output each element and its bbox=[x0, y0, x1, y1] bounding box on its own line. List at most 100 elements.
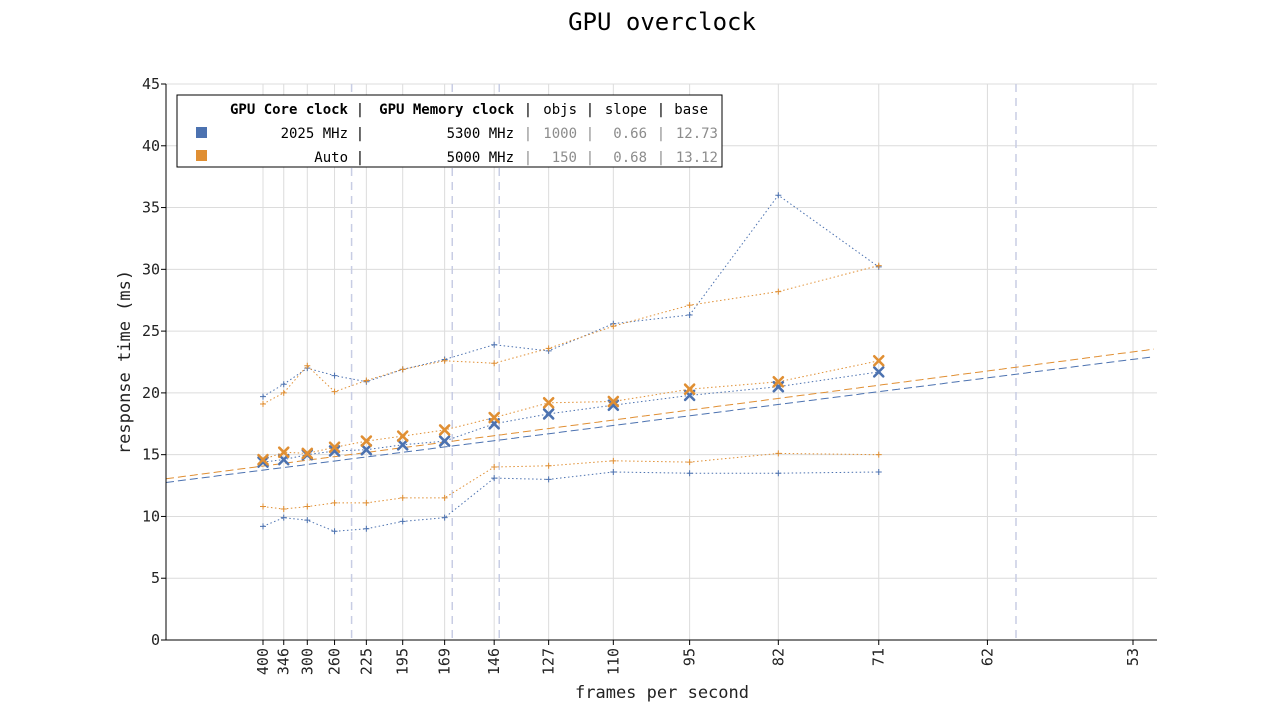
fit-line bbox=[165, 356, 1155, 483]
series-median-point bbox=[542, 408, 555, 420]
x-tick-label: 300 bbox=[298, 648, 316, 675]
y-axis-label: response time (ms) bbox=[115, 270, 135, 454]
legend-sep: | bbox=[586, 126, 594, 142]
legend-slope-auto: 0.68 bbox=[613, 150, 647, 166]
series-median-point bbox=[872, 366, 885, 378]
series-lower-point bbox=[280, 506, 287, 513]
series-median-line bbox=[262, 371, 879, 463]
series-lower-point bbox=[875, 468, 882, 475]
series-median-point bbox=[438, 435, 451, 447]
series-lower-point bbox=[686, 470, 693, 477]
legend-base-2025: 12.73 bbox=[676, 126, 718, 142]
legend: GPU Core clock | GPU Memory clock | objs… bbox=[176, 94, 723, 168]
legend-sep: | bbox=[524, 126, 532, 142]
series-upper-point bbox=[363, 377, 370, 384]
series-upper-point bbox=[491, 360, 498, 367]
series-median-point bbox=[328, 441, 341, 454]
series-lower-point bbox=[399, 494, 406, 501]
x-tick-label: 346 bbox=[275, 648, 293, 675]
series-lower-point bbox=[491, 475, 498, 482]
legend-memory-auto: 5000 MHz bbox=[447, 150, 514, 166]
series-lower-point bbox=[399, 518, 406, 525]
legend-sep: | bbox=[657, 102, 665, 118]
legend-header-objs: objs bbox=[543, 102, 577, 118]
series-lower-point bbox=[441, 514, 448, 521]
series-lower-point bbox=[260, 503, 266, 510]
x-tick-label: 195 bbox=[394, 648, 412, 675]
y-tick-label: 40 bbox=[142, 137, 160, 155]
series-median-point bbox=[257, 453, 269, 466]
series-median-point bbox=[772, 375, 785, 388]
series-median-point bbox=[396, 438, 409, 451]
series-median-point bbox=[328, 445, 341, 457]
series-upper-point bbox=[545, 345, 552, 352]
legend-box bbox=[176, 94, 723, 168]
series-lower-point bbox=[545, 476, 552, 483]
x-tick-labels: 400 346 300 260 225 195 169 146 127 110 95 82 71 62 53 bbox=[254, 648, 1142, 675]
series-upper-point bbox=[491, 341, 498, 348]
series-lower-line bbox=[262, 452, 879, 510]
series-upper-point bbox=[280, 381, 287, 388]
series-lower-point bbox=[686, 459, 693, 466]
reference-lines bbox=[350, 84, 1017, 640]
legend-header-base: base bbox=[674, 102, 708, 118]
series-upper-line bbox=[262, 194, 879, 398]
series-median-point bbox=[396, 430, 409, 442]
legend-header-slope: slope bbox=[605, 102, 647, 118]
series-upper-point bbox=[399, 366, 406, 373]
legend-core-auto: Auto bbox=[314, 150, 348, 166]
x-tick-label: 400 bbox=[254, 648, 272, 675]
series-lower-line bbox=[262, 471, 879, 532]
series-lower-point bbox=[775, 450, 782, 457]
chart-title: GPU overclock bbox=[568, 8, 756, 36]
legend-header-core: GPU Core clock bbox=[230, 102, 349, 118]
series-median-point bbox=[488, 411, 500, 424]
x-axis-label: frames per second bbox=[575, 683, 749, 703]
series-upper-point bbox=[441, 357, 448, 364]
series-lower-point bbox=[363, 499, 370, 506]
series-upper-point bbox=[331, 372, 338, 379]
grid bbox=[161, 83, 1157, 645]
series-upper-point bbox=[304, 362, 311, 369]
series-upper-point bbox=[280, 389, 287, 396]
series-median-point bbox=[438, 424, 451, 436]
series-median-line bbox=[262, 360, 879, 461]
y-tick-labels: 0 5 10 15 20 25 30 35 40 45 bbox=[142, 75, 160, 649]
legend-sep: | bbox=[657, 150, 665, 166]
legend-sep: | bbox=[586, 150, 594, 166]
series-median-point bbox=[301, 447, 314, 460]
series-upper-point bbox=[260, 401, 266, 408]
series-upper-point bbox=[775, 192, 782, 199]
series-lower-point bbox=[304, 503, 311, 510]
series-lower-point bbox=[260, 523, 266, 530]
x-tick-label: 169 bbox=[436, 648, 454, 675]
y-tick-label: 5 bbox=[151, 569, 160, 587]
series-upper-point bbox=[686, 302, 693, 309]
y-tick-label: 25 bbox=[142, 322, 160, 340]
legend-objs-auto: 150 bbox=[552, 150, 577, 166]
series-median-point bbox=[360, 443, 373, 456]
x-tick-label: 225 bbox=[357, 648, 375, 675]
series-upper-point bbox=[260, 393, 266, 400]
legend-header-memory: GPU Memory clock bbox=[379, 102, 514, 118]
series-lower-point bbox=[610, 468, 617, 475]
series-median-point bbox=[607, 395, 620, 408]
fit-lines bbox=[165, 348, 1155, 483]
series-median-point bbox=[683, 383, 696, 395]
legend-memory-2025: 5300 MHz bbox=[447, 126, 514, 142]
legend-sep: | bbox=[356, 102, 364, 118]
series-median-point bbox=[277, 446, 290, 458]
series-lower-point bbox=[331, 528, 338, 535]
series-median-point bbox=[542, 396, 555, 409]
x-tick-label: 110 bbox=[604, 648, 622, 675]
series-upper-point bbox=[775, 288, 782, 295]
fit-line bbox=[165, 348, 1155, 480]
series-median-point bbox=[257, 456, 269, 468]
legend-sep: | bbox=[657, 126, 665, 142]
series-median-point bbox=[360, 435, 373, 447]
series-lower-point bbox=[610, 457, 617, 464]
legend-swatch-auto bbox=[196, 150, 207, 161]
y-tick-label: 30 bbox=[142, 260, 160, 278]
legend-base-auto: 13.12 bbox=[676, 150, 718, 166]
series-lower-point bbox=[363, 525, 370, 532]
